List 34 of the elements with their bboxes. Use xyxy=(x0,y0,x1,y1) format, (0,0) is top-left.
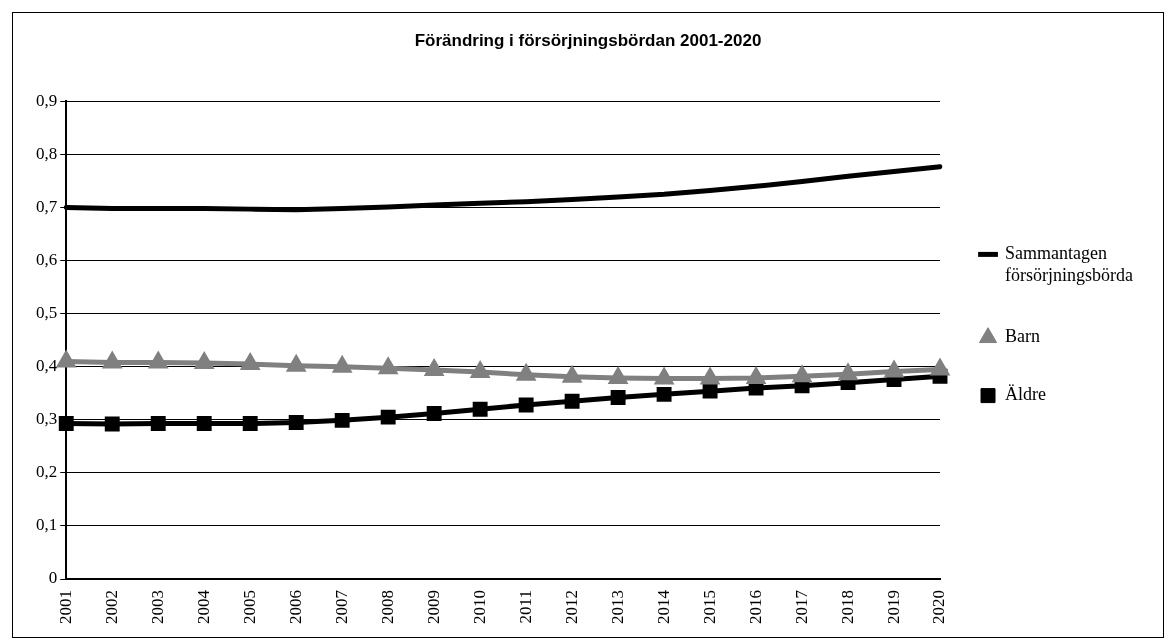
x-tick-label: 2001 xyxy=(55,590,75,624)
legend-label: Äldre xyxy=(1005,384,1047,405)
y-tick-label: 0,9 xyxy=(36,90,58,110)
chart-title: Förändring i försörjningsbördan 2001-2020 xyxy=(414,30,762,50)
x-tick-label: 2019 xyxy=(883,590,903,624)
legend-label: Barn xyxy=(1005,326,1041,347)
x-tick-label: 2014 xyxy=(653,589,673,624)
y-tick-label: 0,6 xyxy=(36,250,58,270)
x-tick-label: 2020 xyxy=(929,590,949,624)
x-tick-label: 2005 xyxy=(239,590,259,624)
legend-label: Sammantagen försörjningsbörda xyxy=(1005,243,1134,285)
x-tick-label: 2015 xyxy=(699,590,719,624)
y-tick-label: 0,2 xyxy=(36,462,58,482)
y-tick-label: 0,4 xyxy=(36,356,58,376)
x-tick-label: 2002 xyxy=(101,590,121,624)
y-tick-label: 0,1 xyxy=(36,515,58,535)
x-tick-label: 2006 xyxy=(285,590,305,624)
x-tick-label: 2012 xyxy=(561,590,581,624)
y-tick-label: 0,7 xyxy=(36,197,58,216)
x-tick-label: 2016 xyxy=(745,590,765,624)
x-tick-label: 2017 xyxy=(791,589,811,624)
x-tick-label: 2008 xyxy=(377,590,397,624)
x-tick-label: 2007 xyxy=(331,589,351,624)
y-tick-label: 0 xyxy=(48,568,58,588)
y-tick-label: 0,3 xyxy=(36,409,58,429)
y-tick-label: 0,8 xyxy=(36,143,58,163)
x-tick-label: 2010 xyxy=(469,590,489,624)
x-tick-label: 2013 xyxy=(607,590,627,624)
x-tick-label: 2011 xyxy=(515,590,535,624)
y-tick-label: 0,5 xyxy=(36,303,58,323)
x-tick-label: 2009 xyxy=(423,590,443,624)
x-tick-label: 2004 xyxy=(193,589,213,624)
x-tick-label: 2018 xyxy=(837,590,857,624)
x-tick-label: 2003 xyxy=(147,590,167,624)
